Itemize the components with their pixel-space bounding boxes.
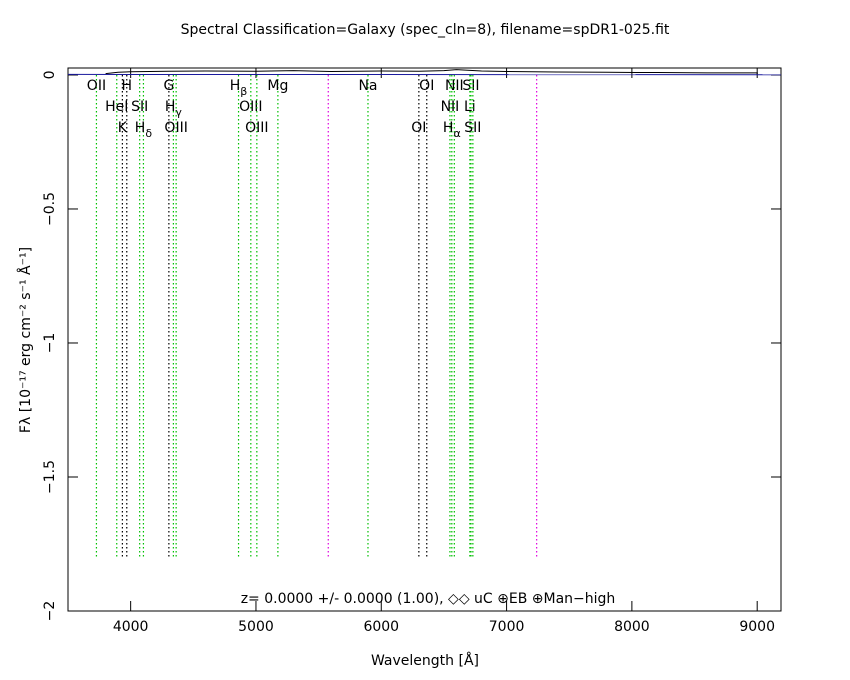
line-label: K (118, 120, 128, 136)
x-axis-label: Wavelength [Å] (371, 652, 479, 669)
line-label-text: OI (411, 120, 426, 136)
y-axis-label: Fλ [10⁻¹⁷ erg cm⁻² s⁻¹ Å⁻¹] (17, 247, 34, 433)
line-label: Hβ (230, 78, 248, 98)
line-label-sub: β (240, 85, 247, 98)
y-tick-label: −1 (42, 333, 58, 354)
line-label: SII (131, 99, 148, 115)
line-label-text: OIII (164, 120, 187, 136)
line-label-text: Mg (267, 78, 288, 94)
line-label-sub: γ (175, 106, 182, 119)
line-label: SII (462, 78, 479, 94)
line-label-text: H (443, 120, 454, 136)
x-tick-label: 4000 (113, 619, 149, 635)
x-tick-label: 8000 (614, 619, 650, 635)
line-label: Hδ (135, 120, 153, 140)
line-label-text: H (230, 78, 241, 94)
chart-title: Spectral Classification=Galaxy (spec_cln… (181, 22, 670, 38)
line-label: NII (441, 99, 460, 115)
line-label-text: H (122, 78, 133, 94)
line-label: Hα (443, 120, 461, 140)
line-label-text: OI (419, 78, 434, 94)
line-label-text: Na (358, 78, 377, 94)
y-tick-label: 0 (42, 71, 58, 80)
y-tick-label: −1.5 (42, 460, 58, 494)
y-tick-label: −0.5 (42, 192, 58, 226)
y-tick-label: −2 (42, 601, 58, 622)
spectrum-line (105, 69, 758, 75)
line-label-sub: α (453, 127, 460, 140)
annotation: z= 0.0000 +/- 0.0000 (1.00), ◇◇ uC ⊕EB ⊕… (241, 591, 616, 607)
line-label-text: SII (131, 99, 148, 115)
line-label: Mg (267, 78, 288, 94)
line-label: OII (87, 78, 106, 94)
line-label: NII (445, 78, 464, 94)
line-label-text: OIII (245, 120, 268, 136)
line-label-text: K (118, 120, 128, 136)
line-label: OIII (245, 120, 268, 136)
line-label: Li (464, 99, 476, 115)
line-label-text: H (135, 120, 146, 136)
line-label: H (122, 78, 133, 94)
x-tick-label: 5000 (238, 619, 274, 635)
line-label-sub: δ (145, 127, 152, 140)
line-label: SII (464, 120, 481, 136)
line-label: Na (358, 78, 377, 94)
x-tick-label: 6000 (363, 619, 399, 635)
line-label-text: H (165, 99, 176, 115)
line-label: Hγ (165, 99, 183, 119)
line-label-text: SII (464, 120, 481, 136)
line-label-text: HeI (105, 99, 128, 115)
line-label-text: NII (445, 78, 464, 94)
line-label: OI (419, 78, 434, 94)
line-label: OI (411, 120, 426, 136)
x-tick-label: 9000 (739, 619, 775, 635)
line-label: HeI (105, 99, 128, 115)
line-label-text: OIII (239, 99, 262, 115)
line-label-text: SII (462, 78, 479, 94)
line-label-text: Li (464, 99, 476, 115)
line-label-text: NII (441, 99, 460, 115)
line-label: G (163, 78, 174, 94)
x-tick-label: 7000 (489, 619, 525, 635)
line-label-text: OII (87, 78, 106, 94)
line-label: OIII (164, 120, 187, 136)
line-label: OIII (239, 99, 262, 115)
plot-frame (67, 67, 782, 612)
line-label-text: G (163, 78, 174, 94)
